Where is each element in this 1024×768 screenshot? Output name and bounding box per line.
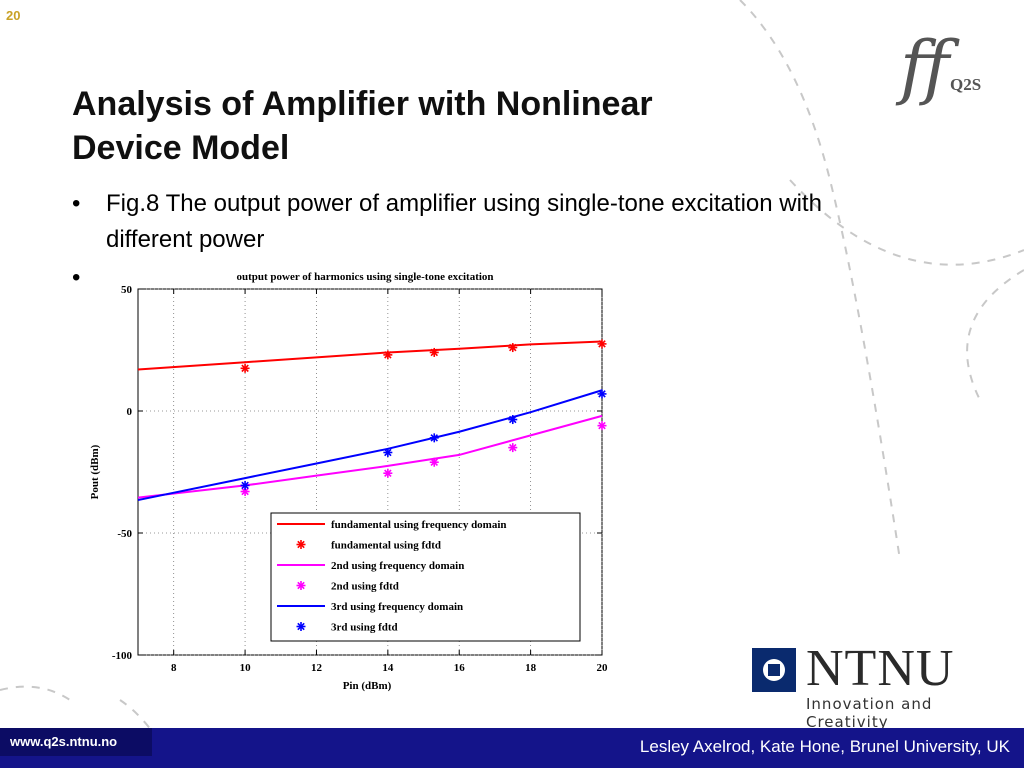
marker-stroke [241,364,249,373]
data-point-5 [383,447,393,457]
ff-logo-mark: ff [900,26,950,108]
marker-stroke [241,481,249,490]
data-point-5 [597,389,607,399]
y-axis-label: Pout (dBm) [89,444,101,499]
ntnu-logo-mark [752,648,796,692]
data-point-3 [383,468,393,478]
ntnu-name: NTNU [806,640,955,697]
q2s-logo: ff Q2S [900,22,1000,122]
ntnu-logo: NTNU Innovation and Creativity [752,640,1012,731]
data-point-1 [429,347,439,357]
q2s-logo-text: Q2S [950,75,982,94]
marker-stroke [297,581,305,590]
x-tick-label: 8 [171,662,177,674]
data-point-3 [508,443,518,453]
data-point-3 [429,457,439,467]
marker-stroke [509,343,517,352]
x-tick-label: 20 [597,662,609,674]
marker-stroke [297,622,305,631]
marker-stroke [509,415,517,424]
data-point-1 [383,350,393,360]
axis-ticks: 8 10 12 14 16 18 20 50 0 -50 -100 [112,284,608,674]
y-tick-label: -100 [112,650,133,662]
legend-box [270,512,581,642]
data-point-1 [240,363,250,373]
x-axis-label: Pin (dBm) [343,680,392,692]
legend-label: 2nd using frequency domain [331,560,464,572]
marker-stroke [598,340,606,348]
bullet-dot: • [72,190,81,217]
legend-label: 2nd using fdtd [331,581,399,593]
data-point-1 [597,339,607,349]
chart-title: output power of harmonics using single-t… [236,271,493,283]
y-tick-label: -50 [117,528,132,540]
marker-stroke [430,434,439,442]
slide-number: 20 [6,8,21,23]
marker-stroke [598,421,606,430]
slide-title: Analysis of Amplifier with Nonlinear Dev… [72,82,772,170]
legend-label: 3rd using fdtd [331,622,398,634]
x-tick-label: 18 [525,662,537,674]
x-tick-label: 12 [311,662,323,674]
legend-swatch-marker [296,581,306,590]
data-point-5 [429,433,439,443]
series-group [137,339,607,502]
bullet-item: • Fig.8 The output power of amplifier us… [72,186,872,258]
x-tick-label: 16 [454,662,466,674]
data-point-5 [508,415,518,425]
bullet-list: • Fig.8 The output power of amplifier us… [72,186,872,291]
marker-stroke [430,458,439,467]
marker-stroke [384,351,392,359]
legend-swatch-marker [296,540,306,549]
marker-stroke [241,487,249,496]
y-tick-label: 50 [121,284,133,296]
ntnu-tagline: Innovation and Creativity [806,695,933,731]
footer-url[interactable]: www.q2s.ntnu.no [0,728,152,756]
legend-label: 3rd using frequency domain [331,601,463,613]
marker-stroke [297,540,305,549]
legend: fundamental using frequency domain fundam… [270,512,581,642]
legend-label: fundamental using frequency domain [331,519,507,531]
data-point-1 [508,343,518,353]
marker-stroke [598,390,606,398]
footer-author: Lesley Axelrod, Kate Hone, Brunel Univer… [639,737,1010,756]
legend-label: fundamental using fdtd [331,540,441,552]
legend-swatch-marker [296,622,306,631]
title-line-1: Analysis of Amplifier with Nonlinear [72,85,653,123]
marker-stroke [509,443,517,452]
y-tick-label: 0 [127,406,133,418]
bullet-text: Fig.8 The output power of amplifier usin… [106,190,822,253]
x-tick-label: 14 [382,662,394,674]
bullet-dot: • [72,264,81,291]
marker-stroke [384,448,392,457]
marker-stroke [430,348,439,357]
title-line-2: Device Model [72,129,290,167]
footer-bar: www.q2s.ntnu.no Lesley Axelrod, Kate Hon… [0,728,1024,768]
data-point-3 [597,421,607,431]
x-tick-label: 10 [240,662,252,674]
data-point-5 [240,480,250,490]
marker-stroke [384,469,392,477]
